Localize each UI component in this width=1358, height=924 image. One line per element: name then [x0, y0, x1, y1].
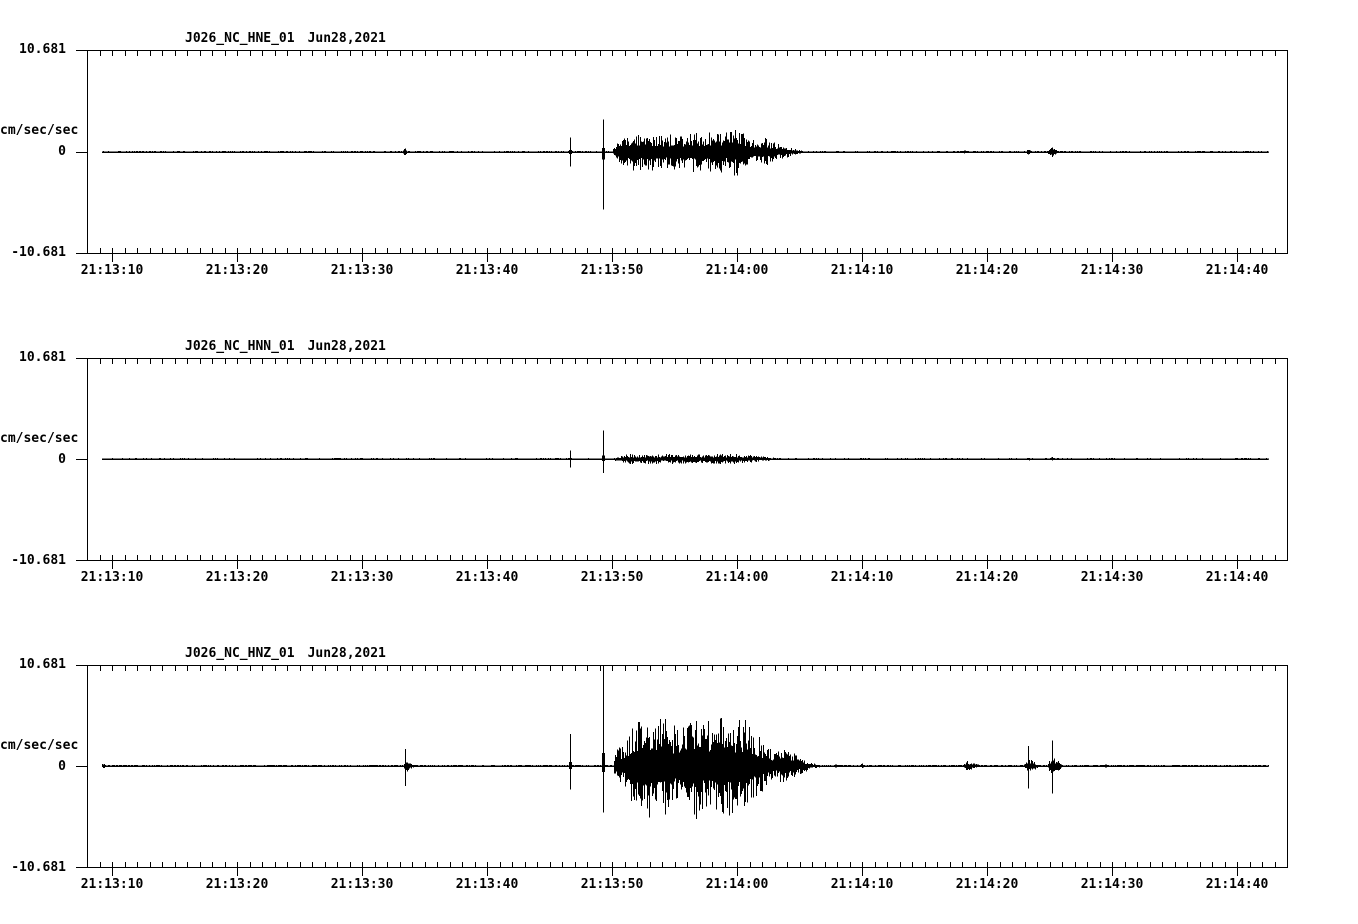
x-axis-tick-label: 21:14:30: [1080, 263, 1144, 278]
x-axis-tick-label: 21:13:10: [80, 263, 144, 278]
y-axis-max-label: 10.681: [19, 657, 66, 672]
y-axis-max-label: 10.681: [19, 350, 66, 365]
y-axis-zero-label: 0: [58, 452, 66, 467]
x-axis-tick-label: 21:14:20: [955, 263, 1019, 278]
axis-ticks: [76, 665, 1288, 876]
x-axis-tick-label: 21:13:10: [80, 570, 144, 585]
x-axis-tick-label: 21:14:40: [1205, 263, 1269, 278]
x-axis-tick-label: 21:14:30: [1080, 877, 1144, 892]
waveform-path: [102, 665, 1269, 819]
x-axis-tick-label: 21:13:20: [205, 877, 269, 892]
waveform-path: [102, 119, 1269, 210]
x-axis-tick-label: 21:14:10: [830, 877, 894, 892]
x-axis-tick-label: 21:14:00: [705, 877, 769, 892]
panel-hnz-axes: [76, 665, 1288, 876]
axis-ticks: [76, 358, 1288, 569]
y-axis-units-label: cm/sec/sec: [0, 431, 79, 446]
x-axis-tick-label: 21:14:20: [955, 570, 1019, 585]
panel-hnn-axes: [76, 358, 1288, 569]
panel-hne-axes: [76, 50, 1288, 262]
date-label: Jun28,2021: [307, 339, 386, 354]
x-axis-tick-label: 21:13:30: [330, 570, 394, 585]
x-axis-tick-label: 21:13:20: [205, 570, 269, 585]
plot-border: [87, 358, 1288, 561]
waveform-trace-hne: [102, 119, 1269, 210]
x-axis-tick-label: 21:14:30: [1080, 570, 1144, 585]
x-axis-tick-label: 21:13:30: [330, 877, 394, 892]
x-axis-tick-label: 21:13:40: [455, 877, 519, 892]
waveform-trace-hnz: [102, 665, 1269, 819]
waveform-path: [102, 430, 1269, 474]
x-axis-tick-label: 21:13:40: [455, 570, 519, 585]
x-axis-tick-label: 21:14:10: [830, 570, 894, 585]
panel-hnz-title: J026_NC_HNZ_01 Jun28,2021: [185, 646, 386, 661]
x-axis-tick-label: 21:14:40: [1205, 570, 1269, 585]
y-axis-zero-label: 0: [58, 759, 66, 774]
x-axis-tick-label: 21:13:50: [580, 570, 644, 585]
y-axis-min-label: -10.681: [11, 553, 66, 568]
y-axis-max-label: 10.681: [19, 42, 66, 57]
x-axis-tick-label: 21:14:40: [1205, 877, 1269, 892]
y-axis-min-label: -10.681: [11, 860, 66, 875]
axis-ticks: [76, 50, 1288, 262]
panel-hne-title: J026_NC_HNE_01 Jun28,2021: [185, 31, 386, 46]
x-axis-tick-label: 21:13:10: [80, 877, 144, 892]
x-axis-tick-label: 21:14:10: [830, 263, 894, 278]
station-channel-label: J026_NC_HNE_01: [185, 31, 295, 46]
x-axis-tick-label: 21:13:20: [205, 263, 269, 278]
y-axis-units-label: cm/sec/sec: [0, 738, 79, 753]
date-label: Jun28,2021: [307, 31, 386, 46]
x-axis-tick-label: 21:13:50: [580, 877, 644, 892]
date-label: Jun28,2021: [307, 646, 386, 661]
x-axis-tick-label: 21:14:00: [705, 570, 769, 585]
station-channel-label: J026_NC_HNZ_01: [185, 646, 295, 661]
x-axis-tick-label: 21:14:00: [705, 263, 769, 278]
x-axis-tick-label: 21:13:30: [330, 263, 394, 278]
plot-border: [87, 665, 1288, 868]
x-axis-tick-label: 21:14:20: [955, 877, 1019, 892]
y-axis-zero-label: 0: [58, 144, 66, 159]
y-axis-units-label: cm/sec/sec: [0, 123, 79, 138]
plot-border: [87, 50, 1288, 254]
station-channel-label: J026_NC_HNN_01: [185, 339, 295, 354]
waveform-trace-hnn: [102, 430, 1269, 474]
y-axis-min-label: -10.681: [11, 245, 66, 260]
x-axis-tick-label: 21:13:50: [580, 263, 644, 278]
x-axis-tick-label: 21:13:40: [455, 263, 519, 278]
panel-hnn-title: J026_NC_HNN_01 Jun28,2021: [185, 339, 386, 354]
